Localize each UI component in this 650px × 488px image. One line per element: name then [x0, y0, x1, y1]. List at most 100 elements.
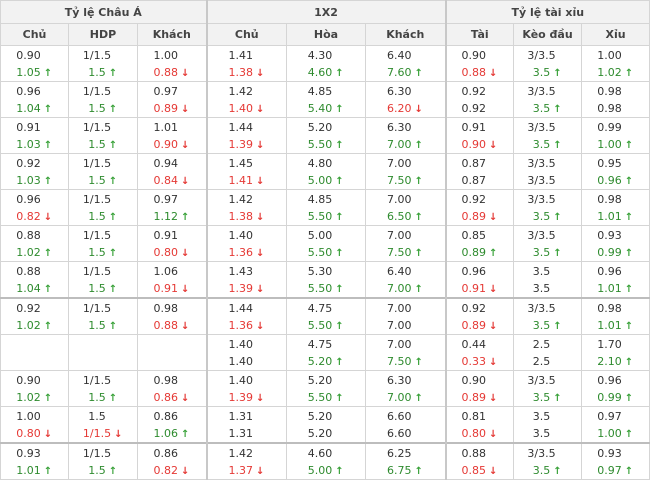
- odds-cell-under[interactable]: 0.93 0.97 ↑: [581, 442, 650, 480]
- odds-cell-home-1x2[interactable]: 1.42 1.40 ↓: [206, 81, 288, 118]
- odds-cell-draw[interactable]: 4.85 5.50 ↑: [286, 189, 367, 226]
- odds-cell-hdp[interactable]: 1/1.5 1.5 ↑: [68, 81, 138, 118]
- odds-cell-away-1x2[interactable]: 7.00 7.50 ↑: [365, 334, 447, 371]
- odds-cell-draw[interactable]: 4.80 5.00 ↑: [286, 153, 367, 190]
- odds-cell-draw[interactable]: 4.75 5.50 ↑: [286, 297, 367, 335]
- odds-cell-draw[interactable]: 4.30 4.60 ↑: [286, 45, 367, 82]
- odds-cell-draw[interactable]: 4.60 5.00 ↑: [286, 442, 367, 480]
- odds-cell-away-1x2[interactable]: 6.60 6.60: [365, 406, 447, 444]
- odds-cell-initial-line[interactable]: 3/3.5 3.5 ↑: [513, 370, 583, 407]
- odds-cell-away-1x2[interactable]: 7.00 7.50 ↑: [365, 225, 447, 262]
- odds-cell-home-1x2[interactable]: 1.40 1.39 ↓: [206, 370, 288, 407]
- odds-cell-home-1x2[interactable]: 1.43 1.39 ↓: [206, 261, 288, 299]
- odds-cell-under[interactable]: 0.98 0.98: [581, 81, 650, 118]
- odds-cell-home[interactable]: 0.93 1.01 ↑: [0, 442, 69, 480]
- odds-cell-home-1x2[interactable]: 1.45 1.41 ↓: [206, 153, 288, 190]
- odds-cell-away-1x2[interactable]: 6.25 6.75 ↑: [365, 442, 447, 480]
- odds-cell-away[interactable]: 0.86 0.82 ↓: [136, 442, 208, 480]
- odds-cell-home-1x2[interactable]: 1.42 1.38 ↓: [206, 189, 288, 226]
- odds-cell-away-1x2[interactable]: 6.30 7.00 ↑: [365, 117, 447, 154]
- odds-cell-away[interactable]: 0.91 0.80 ↓: [136, 225, 208, 262]
- odds-cell-hdp[interactable]: 1/1.5 1.5 ↑: [68, 45, 138, 82]
- odds-cell-initial-line[interactable]: 3.5 3.5: [513, 406, 583, 444]
- odds-cell-hdp[interactable]: 1/1.5 1.5 ↑: [68, 442, 138, 480]
- odds-cell-home[interactable]: 0.92 1.02 ↑: [0, 297, 69, 335]
- odds-cell-under[interactable]: 0.99 1.00 ↑: [581, 117, 650, 154]
- odds-cell-away-1x2[interactable]: 6.30 7.00 ↑: [365, 370, 447, 407]
- odds-cell-home-1x2[interactable]: 1.31 1.31: [206, 406, 288, 444]
- odds-cell-home-1x2[interactable]: 1.40 1.40: [206, 334, 288, 371]
- odds-cell-hdp[interactable]: 1/1.5 1.5 ↑: [68, 370, 138, 407]
- odds-cell-initial-line[interactable]: 3.5 3.5: [513, 261, 583, 299]
- odds-cell-under[interactable]: 1.70 2.10 ↑: [581, 334, 650, 371]
- odds-cell-draw[interactable]: 5.20 5.50 ↑: [286, 370, 367, 407]
- odds-cell-over[interactable]: 0.92 0.89 ↓: [445, 297, 515, 335]
- odds-cell-over[interactable]: 0.90 0.89 ↓: [445, 370, 515, 407]
- odds-cell-home[interactable]: 0.90 1.02 ↑: [0, 370, 69, 407]
- odds-cell-home[interactable]: 0.88 1.04 ↑: [0, 261, 69, 299]
- odds-cell-home[interactable]: 0.90 1.05 ↑: [0, 45, 69, 82]
- odds-cell-away[interactable]: 0.98 0.88 ↓: [136, 297, 208, 335]
- odds-cell-over[interactable]: 0.81 0.80 ↓: [445, 406, 515, 444]
- odds-cell-under[interactable]: 0.95 0.96 ↑: [581, 153, 650, 190]
- odds-cell-over[interactable]: 0.96 0.91 ↓: [445, 261, 515, 299]
- odds-cell-hdp[interactable]: 1.5 1/1.5 ↓: [68, 406, 138, 444]
- odds-cell-over[interactable]: 0.87 0.87: [445, 153, 515, 190]
- odds-cell-over[interactable]: 0.90 0.88 ↓: [445, 45, 515, 82]
- odds-cell-initial-line[interactable]: 3/3.5 3.5 ↑: [513, 225, 583, 262]
- odds-cell-home-1x2[interactable]: 1.40 1.36 ↓: [206, 225, 288, 262]
- odds-cell-under[interactable]: 0.96 0.99 ↑: [581, 370, 650, 407]
- odds-cell-away-1x2[interactable]: 7.00 7.00: [365, 297, 447, 335]
- odds-cell-away-1x2[interactable]: 7.00 6.50 ↑: [365, 189, 447, 226]
- odds-cell-over[interactable]: 0.92 0.89 ↓: [445, 189, 515, 226]
- odds-cell-draw[interactable]: 5.20 5.50 ↑: [286, 117, 367, 154]
- odds-cell-away-1x2[interactable]: 6.40 7.00 ↑: [365, 261, 447, 299]
- odds-cell-away[interactable]: 0.94 0.84 ↓: [136, 153, 208, 190]
- odds-cell-home[interactable]: 1.00 0.80 ↓: [0, 406, 69, 444]
- odds-cell-draw[interactable]: 5.30 5.50 ↑: [286, 261, 367, 299]
- odds-cell-away-1x2[interactable]: 6.30 6.20 ↓: [365, 81, 447, 118]
- odds-cell-draw[interactable]: 5.00 5.50 ↑: [286, 225, 367, 262]
- odds-cell-initial-line[interactable]: 2.5 2.5: [513, 334, 583, 371]
- odds-cell-away[interactable]: 1.01 0.90 ↓: [136, 117, 208, 154]
- odds-cell-over[interactable]: 0.85 0.89 ↑: [445, 225, 515, 262]
- odds-cell-away[interactable]: 0.97 1.12 ↑: [136, 189, 208, 226]
- odds-cell-under[interactable]: 0.96 1.01 ↑: [581, 261, 650, 299]
- odds-cell-hdp[interactable]: 1/1.5 1.5 ↑: [68, 225, 138, 262]
- odds-cell-away[interactable]: 0.86 1.06 ↑: [136, 406, 208, 444]
- odds-cell-initial-line[interactable]: 3/3.5 3.5 ↑: [513, 81, 583, 118]
- odds-cell-hdp[interactable]: 1/1.5 1.5 ↑: [68, 261, 138, 299]
- odds-cell-home[interactable]: [0, 334, 69, 371]
- odds-cell-draw[interactable]: 4.75 5.20 ↑: [286, 334, 367, 371]
- odds-cell-draw[interactable]: 4.85 5.40 ↑: [286, 81, 367, 118]
- odds-cell-initial-line[interactable]: 3/3.5 3.5 ↑: [513, 117, 583, 154]
- odds-cell-home[interactable]: 0.92 1.03 ↑: [0, 153, 69, 190]
- odds-cell-home[interactable]: 0.96 1.04 ↑: [0, 81, 69, 118]
- odds-cell-over[interactable]: 0.92 0.92: [445, 81, 515, 118]
- odds-cell-away-1x2[interactable]: 6.40 7.60 ↑: [365, 45, 447, 82]
- odds-cell-initial-line[interactable]: 3/3.5 3.5 ↑: [513, 442, 583, 480]
- odds-cell-home-1x2[interactable]: 1.41 1.38 ↓: [206, 45, 288, 82]
- odds-cell-home-1x2[interactable]: 1.42 1.37 ↓: [206, 442, 288, 480]
- odds-cell-home[interactable]: 0.88 1.02 ↑: [0, 225, 69, 262]
- odds-cell-hdp[interactable]: 1/1.5 1.5 ↑: [68, 117, 138, 154]
- odds-cell-over[interactable]: 0.91 0.90 ↓: [445, 117, 515, 154]
- odds-cell-home[interactable]: 0.96 0.82 ↓: [0, 189, 69, 226]
- odds-cell-away-1x2[interactable]: 7.00 7.50 ↑: [365, 153, 447, 190]
- odds-cell-home-1x2[interactable]: 1.44 1.36 ↓: [206, 297, 288, 335]
- odds-cell-over[interactable]: 0.44 0.33 ↓: [445, 334, 515, 371]
- odds-cell-initial-line[interactable]: 3/3.5 3.5 ↑: [513, 297, 583, 335]
- odds-cell-away[interactable]: 1.06 0.91 ↓: [136, 261, 208, 299]
- odds-cell-under[interactable]: 0.98 1.01 ↑: [581, 189, 650, 226]
- odds-cell-hdp[interactable]: [68, 334, 138, 371]
- odds-cell-home-1x2[interactable]: 1.44 1.39 ↓: [206, 117, 288, 154]
- odds-cell-away[interactable]: 1.00 0.88 ↓: [136, 45, 208, 82]
- odds-cell-home[interactable]: 0.91 1.03 ↑: [0, 117, 69, 154]
- odds-cell-under[interactable]: 1.00 1.02 ↑: [581, 45, 650, 82]
- odds-cell-away[interactable]: 0.97 0.89 ↓: [136, 81, 208, 118]
- odds-cell-initial-line[interactable]: 3/3.5 3.5 ↑: [513, 189, 583, 226]
- odds-cell-under[interactable]: 0.93 0.99 ↑: [581, 225, 650, 262]
- odds-cell-under[interactable]: 0.98 1.01 ↑: [581, 297, 650, 335]
- odds-cell-draw[interactable]: 5.20 5.20: [286, 406, 367, 444]
- odds-cell-initial-line[interactable]: 3/3.5 3.5 ↑: [513, 45, 583, 82]
